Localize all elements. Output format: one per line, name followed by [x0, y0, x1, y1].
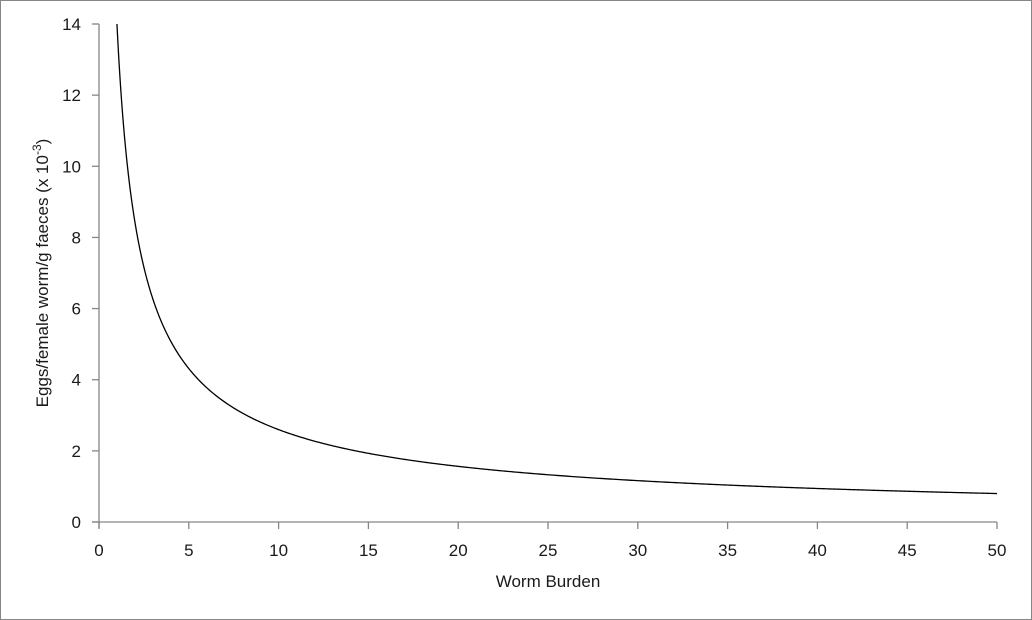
x-tick-label: 35	[718, 541, 737, 560]
y-tick-label: 10	[62, 157, 81, 176]
x-tick-label: 30	[628, 541, 647, 560]
data-line	[116, 23, 998, 495]
y-tick-label: 8	[72, 228, 81, 247]
x-axis-title: Worm Burden	[496, 572, 601, 591]
y-tick-label: 4	[72, 371, 81, 390]
x-tick-label: 45	[898, 541, 917, 560]
y-axis: 0 2 4 6 8 10 12 14	[62, 15, 100, 532]
y-tick-label: 6	[72, 300, 81, 319]
x-tick-label: 25	[539, 541, 558, 560]
x-tick-label: 50	[988, 541, 1007, 560]
y-tick-label: 0	[72, 513, 81, 532]
x-axis: 0 5 10 15 20 25 30 35 40 45 50	[92, 521, 1007, 560]
y-tick-label: 14	[62, 15, 81, 34]
x-tick-label: 0	[94, 541, 103, 560]
x-tick-label: 20	[449, 541, 468, 560]
x-tick-label: 5	[184, 541, 193, 560]
y-axis-title: Eggs/female worm/g faeces (x 10-3)	[30, 139, 52, 408]
x-tick-label: 40	[808, 541, 827, 560]
x-tick-label: 15	[359, 541, 378, 560]
y-tick-label: 2	[72, 442, 81, 461]
y-tick-label: 12	[62, 86, 81, 105]
x-tick-label: 10	[269, 541, 288, 560]
